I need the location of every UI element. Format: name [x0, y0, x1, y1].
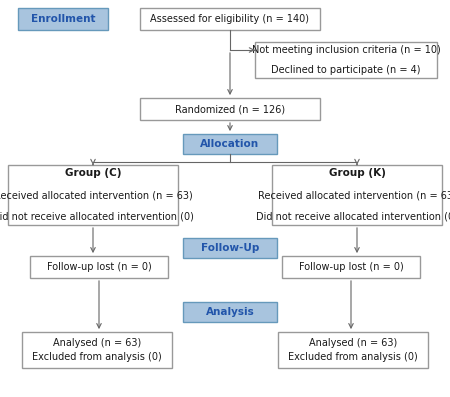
Text: Excluded from analysis (0): Excluded from analysis (0): [288, 352, 418, 362]
FancyBboxPatch shape: [183, 238, 277, 258]
FancyBboxPatch shape: [8, 165, 178, 225]
Text: Follow-up lost (n = 0): Follow-up lost (n = 0): [47, 262, 151, 272]
Text: Did not receive allocated intervention (0): Did not receive allocated intervention (…: [0, 212, 194, 222]
Text: Excluded from analysis (0): Excluded from analysis (0): [32, 352, 162, 362]
Text: Analysed (n = 63): Analysed (n = 63): [53, 338, 141, 348]
Text: Analysed (n = 63): Analysed (n = 63): [309, 338, 397, 348]
Text: Follow-Up: Follow-Up: [201, 243, 259, 253]
FancyBboxPatch shape: [282, 256, 420, 278]
FancyBboxPatch shape: [255, 42, 437, 78]
Text: Allocation: Allocation: [200, 139, 260, 149]
Text: Received allocated intervention (n = 63): Received allocated intervention (n = 63): [257, 190, 450, 200]
Text: Assessed for eligibility (n = 140): Assessed for eligibility (n = 140): [150, 14, 310, 24]
Text: Not meeting inclusion criteria (n = 10): Not meeting inclusion criteria (n = 10): [252, 45, 441, 55]
Text: Enrollment: Enrollment: [31, 14, 95, 24]
FancyBboxPatch shape: [18, 8, 108, 30]
Text: Analysis: Analysis: [206, 307, 254, 317]
Text: Randomized (n = 126): Randomized (n = 126): [175, 104, 285, 114]
FancyBboxPatch shape: [278, 332, 428, 368]
FancyBboxPatch shape: [183, 302, 277, 322]
Text: Did not receive allocated intervention (0): Did not receive allocated intervention (…: [256, 212, 450, 222]
Text: Received allocated intervention (n = 63): Received allocated intervention (n = 63): [0, 190, 193, 200]
FancyBboxPatch shape: [140, 8, 320, 30]
FancyBboxPatch shape: [140, 98, 320, 120]
FancyBboxPatch shape: [22, 332, 172, 368]
Text: Declined to participate (n = 4): Declined to participate (n = 4): [271, 65, 421, 75]
FancyBboxPatch shape: [183, 134, 277, 154]
FancyBboxPatch shape: [272, 165, 442, 225]
Text: Follow-up lost (n = 0): Follow-up lost (n = 0): [299, 262, 403, 272]
Text: Group (K): Group (K): [328, 168, 386, 178]
FancyBboxPatch shape: [30, 256, 168, 278]
Text: Group (C): Group (C): [65, 168, 121, 178]
